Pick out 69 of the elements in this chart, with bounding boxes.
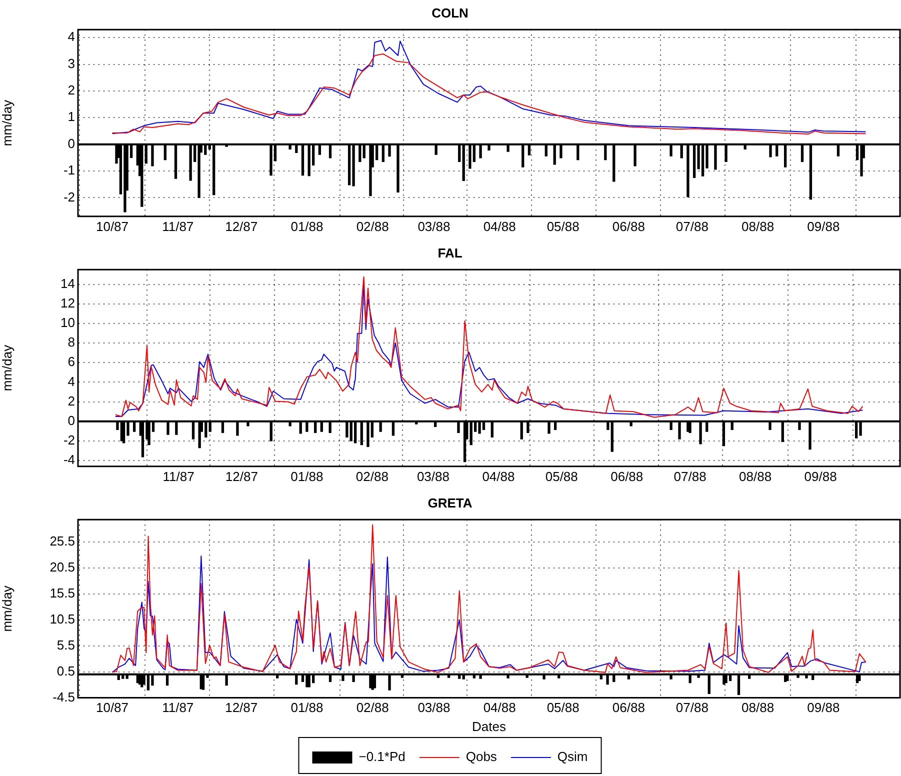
y-axis-title: mm/day [0,99,14,146]
x-tick-label: 09/88 [807,700,840,716]
y-tick-label: 12 [60,295,75,310]
x-tick-label: 09/88 [807,218,840,234]
x-tick-label: 02/88 [356,468,388,484]
y-axis-title: mm/day [0,344,14,392]
y-tick-label: 3 [68,56,75,71]
x-tick-label: 01/88 [290,700,324,716]
y-tick-label: -2 [63,432,75,448]
y-tick-label: 2 [68,393,75,408]
y-tick-label: 14 [60,276,75,291]
x-tick-label: 08/88 [742,700,774,716]
x-tick-label: 04/88 [482,468,515,484]
y-tick-label: -1 [63,162,75,178]
x-tick-label: 05/88 [546,218,580,234]
x-tick-label: 05/88 [546,700,580,716]
x-tick-label: 11/87 [162,468,194,484]
chart-title: GRETA [428,495,473,510]
y-tick-label: -4 [63,452,75,468]
legend-label: Qobs [466,749,498,764]
y-tick-label: -4.5 [52,689,75,704]
x-tick-label: 07/88 [676,700,708,716]
x-tick-label: 08/88 [739,468,772,484]
x-tick-label: 10/87 [96,700,129,716]
x-tick-label: 05/88 [545,468,578,484]
y-tick-label: 15.5 [50,585,75,600]
x-tick-label: 07/88 [674,468,706,484]
x-tick-label: 01/88 [290,468,324,484]
x-tick-label: 07/88 [676,218,708,234]
x-tick-label: 02/88 [356,218,389,234]
x-tick-label: 03/88 [416,468,450,484]
y-tick-label: 2 [68,82,75,98]
y-tick-label: 8 [68,334,75,350]
y-tick-label: 5.5 [56,637,75,652]
x-tick-label: 12/87 [225,700,258,716]
x-axis-title: Dates [472,718,506,734]
legend-label: −0.1*Pd [358,749,406,764]
x-tick-label: 12/87 [225,218,258,234]
x-tick-label: 08/88 [742,218,774,234]
x-tick-label: 10/87 [96,218,129,234]
x-tick-label: 03/88 [418,700,450,716]
x-tick-label: 11/87 [162,700,194,716]
x-tick-label: 06/88 [610,468,644,484]
y-tick-label: 0 [68,412,75,428]
y-tick-label: 4 [68,29,75,44]
x-tick-label: 03/88 [418,218,450,234]
y-tick-label: 4 [68,374,75,389]
y-axis-title: mm/day [0,585,14,632]
x-tick-label: 09/88 [804,468,837,484]
y-tick-label: 0.5 [56,663,75,678]
x-tick-label: 06/88 [612,218,645,234]
x-tick-label: 11/87 [162,218,194,234]
x-tick-label: 02/88 [356,700,389,716]
y-tick-label: 25.5 [50,534,75,549]
x-tick-label: 04/88 [483,700,516,716]
y-tick-label: 10 [60,315,75,330]
x-tick-label: 06/88 [612,700,645,716]
y-tick-label: 0 [68,136,75,151]
x-tick-label: 04/88 [483,218,516,234]
y-tick-label: 6 [68,354,75,370]
y-tick-label: -2 [63,189,75,204]
y-tick-label: 10.5 [50,611,75,626]
chart-title: FAL [438,245,462,260]
legend-label: Qsim [557,749,588,764]
x-tick-label: 01/88 [290,218,324,234]
x-tick-label: 12/87 [225,468,258,484]
y-tick-label: 1 [68,109,75,124]
chart-title: COLN [432,5,468,20]
y-tick-label: 20.5 [50,559,75,574]
